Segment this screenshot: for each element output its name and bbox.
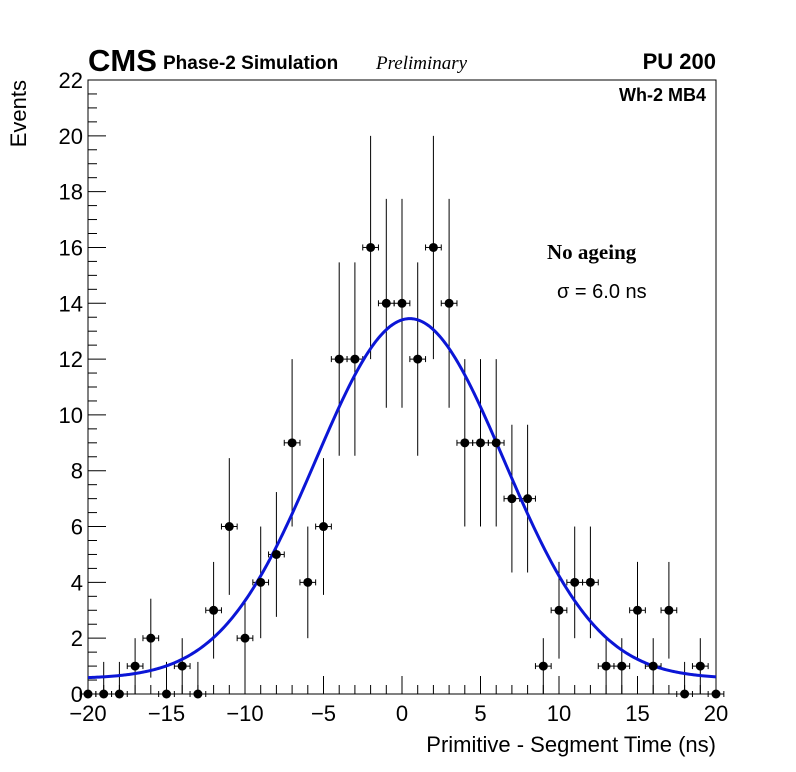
data-point xyxy=(711,689,721,699)
data-point xyxy=(256,577,266,587)
data-point xyxy=(350,354,360,364)
x-tick-label: 20 xyxy=(704,701,728,726)
data-point xyxy=(146,633,156,643)
data-point xyxy=(460,438,470,448)
data-point xyxy=(601,661,611,671)
x-tick-label: −5 xyxy=(311,701,336,726)
x-tick-label: 5 xyxy=(474,701,486,726)
data-point xyxy=(476,438,485,448)
simulation-label: Phase-2 Simulation xyxy=(163,53,338,74)
data-point xyxy=(99,689,109,699)
data-point xyxy=(381,298,391,308)
gaussian-fit-curve xyxy=(87,317,717,680)
error-bars xyxy=(79,135,725,697)
data-points xyxy=(83,242,721,699)
pileup-label: PU 200 xyxy=(643,49,716,74)
x-tick-label: −15 xyxy=(148,701,185,726)
data-point xyxy=(130,661,140,671)
condition-label: No ageing xyxy=(547,240,637,264)
y-tick-label: 22 xyxy=(59,68,83,93)
y-axis-label: Events xyxy=(6,80,31,147)
data-point xyxy=(287,438,297,448)
data-point xyxy=(83,689,93,699)
y-tick-label: 14 xyxy=(59,291,83,316)
data-point xyxy=(680,689,690,699)
x-axis-label: Primitive - Segment Time (ns) xyxy=(426,732,716,757)
x-tick-label: −10 xyxy=(226,701,263,726)
x-tick-label: 0 xyxy=(396,701,408,726)
y-tick-label: 8 xyxy=(71,459,83,484)
data-point xyxy=(428,242,438,252)
y-tick-label: 6 xyxy=(71,515,83,540)
x-tick-label: 15 xyxy=(625,701,649,726)
x-tick-label: −20 xyxy=(69,701,106,726)
data-point xyxy=(209,605,219,615)
y-tick-label: 2 xyxy=(71,626,83,651)
data-point xyxy=(695,661,705,671)
data-point xyxy=(585,577,595,587)
data-point xyxy=(366,242,376,252)
data-point xyxy=(507,494,517,504)
data-point xyxy=(570,577,580,587)
data-point xyxy=(224,522,234,532)
data-point xyxy=(271,549,281,559)
data-point xyxy=(554,605,564,615)
data-point xyxy=(162,689,171,699)
data-point xyxy=(177,661,187,671)
preliminary-label: Preliminary xyxy=(375,53,468,74)
data-point xyxy=(114,689,124,699)
data-point xyxy=(633,605,642,615)
data-point xyxy=(319,522,328,532)
data-point xyxy=(617,661,627,671)
y-tick-label: 20 xyxy=(59,124,83,149)
y-tick-label: 18 xyxy=(59,180,83,205)
y-tick-label: 16 xyxy=(59,235,83,260)
data-point xyxy=(664,605,674,615)
data-point xyxy=(193,689,203,699)
data-point xyxy=(303,577,313,587)
cms-label: CMS xyxy=(88,43,157,78)
data-point xyxy=(334,354,344,364)
data-point xyxy=(491,438,501,448)
data-point xyxy=(523,494,533,504)
region-label: Wh-2 MB4 xyxy=(619,85,706,105)
data-point xyxy=(538,661,548,671)
data-point xyxy=(397,298,407,308)
y-tick-label: 4 xyxy=(71,570,83,595)
data-point xyxy=(648,661,658,671)
y-tick-label: 10 xyxy=(59,403,83,428)
y-tick-label: 12 xyxy=(59,347,83,372)
data-point xyxy=(240,633,250,643)
sigma-label: σ = 6.0 ns xyxy=(557,281,647,303)
data-point xyxy=(444,298,454,308)
data-point xyxy=(413,354,423,364)
x-tick-label: 10 xyxy=(547,701,571,726)
y-tick-label: 0 xyxy=(71,682,83,707)
axes: −20 −15 −10 −5 0 5 10 15 20 0 2 4 6 8 10 12 14 16 18 20 22 xyxy=(59,68,729,726)
